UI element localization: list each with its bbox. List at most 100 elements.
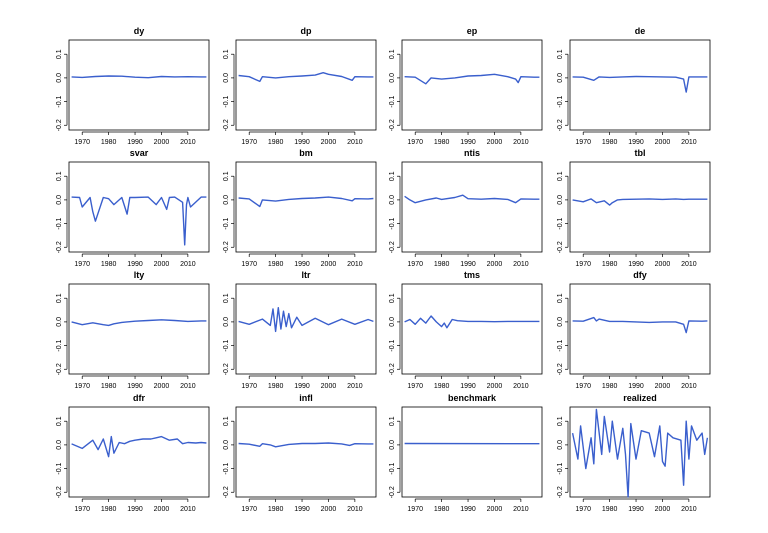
panel-bm: bm 1970 1980 1990 2000 2010 -0.2 -0.1 0.0 0.1 (223, 148, 377, 268)
y-tick-label: 0.0 (56, 73, 63, 83)
y-tick-label: 0.1 (223, 416, 230, 426)
panel-title: dfr (133, 393, 145, 403)
x-tick-label: 1990 (127, 261, 143, 268)
panel-title: ntis (464, 148, 480, 158)
y-tick-label: 0.0 (56, 440, 63, 450)
x-tick-label: 2010 (513, 383, 529, 390)
plot-frame (569, 161, 711, 253)
panel-title: ltr (302, 270, 311, 280)
plot-frame (569, 283, 711, 375)
panel-title: svar (130, 148, 149, 158)
x-tick-label: 1980 (434, 261, 450, 268)
panel-title: tms (464, 270, 480, 280)
series-line (572, 316, 708, 334)
series-line (71, 435, 207, 458)
plot-frame (68, 39, 210, 131)
x-tick-label: 2010 (513, 261, 529, 268)
y-tick-label: -0.2 (557, 241, 564, 253)
x-tick-label: 1980 (101, 506, 117, 513)
y-tick-label: -0.2 (56, 486, 63, 498)
x-tick-label: 1970 (575, 383, 591, 390)
x-tick-label: 2000 (487, 383, 503, 390)
plot-frame (401, 39, 543, 131)
y-tick-label: -0.2 (389, 241, 396, 253)
y-tick-label: -0.2 (557, 119, 564, 131)
x-tick-label: 1980 (602, 261, 618, 268)
x-tick-label: 2000 (154, 506, 170, 513)
plot-frame (401, 161, 543, 253)
x-tick-label: 2010 (347, 383, 363, 390)
y-tick-label: -0.2 (56, 119, 63, 131)
x-tick-label: 2000 (321, 139, 337, 146)
panel-title: dy (134, 26, 145, 36)
plot-frame (235, 283, 377, 375)
series-line (572, 198, 708, 206)
y-tick-label: -0.1 (389, 462, 396, 474)
x-tick-label: 1990 (127, 506, 143, 513)
plot-frame (235, 406, 377, 498)
y-tick-label: -0.1 (56, 217, 63, 229)
y-tick-label: 0.0 (223, 73, 230, 83)
x-tick-label: 2010 (347, 506, 363, 513)
y-tick-label: 0.1 (389, 293, 396, 303)
x-tick-label: 2000 (655, 261, 671, 268)
x-tick-label: 1970 (74, 261, 90, 268)
x-tick-label: 1990 (628, 261, 644, 268)
y-tick-label: -0.1 (389, 339, 396, 351)
x-tick-label: 1980 (101, 383, 117, 390)
x-tick-label: 1970 (74, 383, 90, 390)
x-tick-label: 1990 (628, 383, 644, 390)
y-tick-label: 0.0 (223, 195, 230, 205)
y-tick-label: 0.1 (557, 171, 564, 181)
y-tick-label: -0.2 (389, 363, 396, 375)
y-tick-label: 0.0 (389, 195, 396, 205)
panel-title: dfy (633, 270, 647, 280)
y-tick-label: -0.1 (223, 339, 230, 351)
x-tick-label: 1990 (460, 383, 476, 390)
y-tick-label: 0.1 (223, 49, 230, 59)
x-tick-label: 2000 (487, 139, 503, 146)
y-tick-label: 0.0 (557, 73, 564, 83)
x-tick-label: 1970 (241, 139, 257, 146)
series-line (71, 196, 207, 246)
panel-svar: svar 1970 1980 1990 2000 2010 -0.2 -0.1 0.0 0.1 (56, 148, 210, 268)
x-tick-label: 1970 (74, 506, 90, 513)
panel-tms: tms 1970 1980 1990 2000 2010 -0.2 -0.1 0.0 0.1 (389, 270, 543, 390)
x-tick-label: 1980 (602, 506, 618, 513)
y-tick-label: 0.1 (56, 416, 63, 426)
x-tick-label: 1990 (460, 139, 476, 146)
y-tick-label: -0.2 (557, 486, 564, 498)
y-tick-label: 0.0 (223, 317, 230, 327)
x-tick-label: 2000 (154, 383, 170, 390)
x-tick-label: 2010 (681, 261, 697, 268)
panel-ltr: ltr 1970 1980 1990 2000 2010 -0.2 -0.1 0.0 0.1 (223, 270, 377, 390)
y-tick-label: 0.0 (56, 195, 63, 205)
x-tick-label: 1990 (628, 506, 644, 513)
x-tick-label: 2000 (655, 506, 671, 513)
x-tick-label: 2000 (655, 139, 671, 146)
panel-title: benchmark (448, 393, 497, 403)
panel-benchmark: benchmark 1970 1980 1990 2000 2010 -0.2 -0.1 0.0… (389, 393, 543, 513)
x-tick-label: 1970 (575, 261, 591, 268)
x-tick-label: 1970 (241, 261, 257, 268)
plot-frame (401, 406, 543, 498)
panel-dfr: dfr 1970 1980 1990 2000 2010 -0.2 -0.1 0.0 0.1 (56, 393, 210, 513)
x-tick-label: 1980 (434, 139, 450, 146)
x-tick-label: 1980 (268, 261, 284, 268)
x-tick-label: 2000 (321, 383, 337, 390)
panel-title: lty (134, 270, 145, 280)
y-tick-label: -0.1 (56, 339, 63, 351)
x-tick-label: 1970 (575, 506, 591, 513)
x-tick-label: 2010 (681, 383, 697, 390)
y-tick-label: -0.2 (223, 241, 230, 253)
panel-title: ep (467, 26, 478, 36)
x-tick-label: 2010 (180, 261, 196, 268)
plot-frame (68, 161, 210, 253)
panel-title: de (635, 26, 646, 36)
x-tick-label: 1980 (602, 383, 618, 390)
x-tick-label: 1990 (127, 383, 143, 390)
y-tick-label: -0.2 (56, 241, 63, 253)
series-line (404, 194, 540, 204)
panel-dy: dy 1970 1980 1990 2000 2010 -0.2 -0.1 0.0 0.1 (56, 26, 210, 146)
y-tick-label: -0.2 (389, 486, 396, 498)
